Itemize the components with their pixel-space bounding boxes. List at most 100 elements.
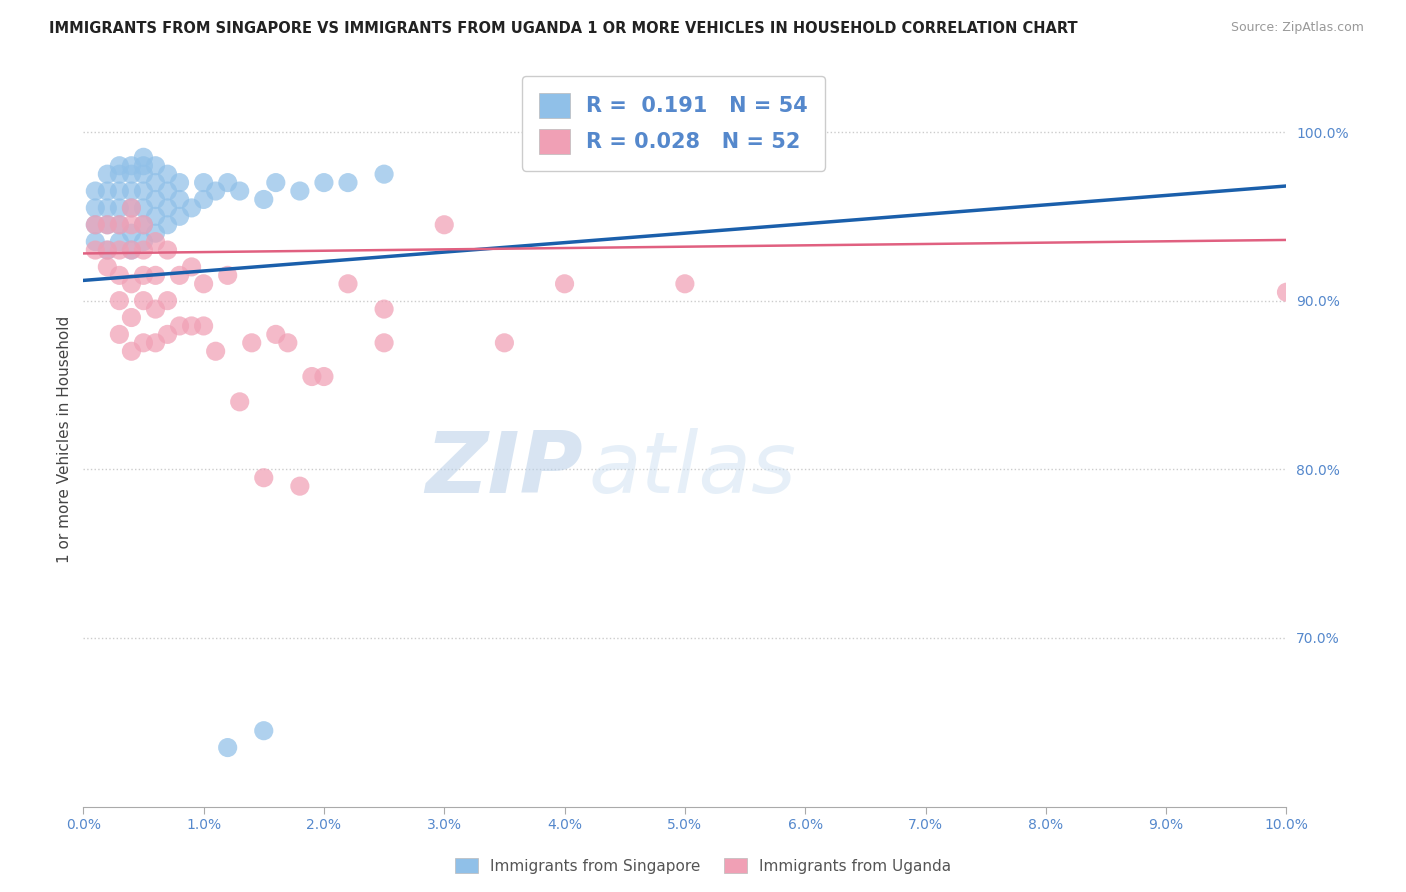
- Point: [373, 302, 395, 317]
- Point: [156, 167, 179, 181]
- Point: [169, 210, 191, 224]
- Point: [96, 184, 118, 198]
- Point: [169, 318, 191, 333]
- Point: [156, 243, 179, 257]
- Point: [108, 327, 131, 342]
- Point: [145, 302, 167, 317]
- Point: [337, 277, 360, 291]
- Point: [145, 235, 167, 249]
- Legend: R =  0.191   N = 54, R = 0.028   N = 52: R = 0.191 N = 54, R = 0.028 N = 52: [522, 76, 825, 170]
- Point: [204, 344, 226, 359]
- Point: [84, 184, 107, 198]
- Point: [156, 293, 179, 308]
- Point: [132, 218, 155, 232]
- Point: [494, 335, 516, 350]
- Point: [264, 176, 287, 190]
- Point: [228, 184, 250, 198]
- Point: [193, 318, 215, 333]
- Point: [217, 740, 239, 755]
- Point: [145, 268, 167, 283]
- Point: [193, 277, 215, 291]
- Point: [108, 218, 131, 232]
- Point: [180, 318, 202, 333]
- Point: [132, 268, 155, 283]
- Point: [156, 218, 179, 232]
- Point: [96, 218, 118, 232]
- Point: [288, 184, 311, 198]
- Point: [108, 159, 131, 173]
- Point: [108, 184, 131, 198]
- Point: [217, 268, 239, 283]
- Point: [132, 293, 155, 308]
- Point: [264, 327, 287, 342]
- Text: IMMIGRANTS FROM SINGAPORE VS IMMIGRANTS FROM UGANDA 1 OR MORE VEHICLES IN HOUSEH: IMMIGRANTS FROM SINGAPORE VS IMMIGRANTS …: [49, 21, 1078, 36]
- Point: [145, 226, 167, 240]
- Point: [120, 243, 142, 257]
- Point: [108, 218, 131, 232]
- Point: [108, 167, 131, 181]
- Point: [120, 243, 142, 257]
- Point: [96, 167, 118, 181]
- Point: [673, 277, 696, 291]
- Point: [253, 723, 276, 738]
- Point: [554, 277, 576, 291]
- Point: [169, 176, 191, 190]
- Point: [132, 167, 155, 181]
- Point: [108, 268, 131, 283]
- Point: [145, 176, 167, 190]
- Point: [277, 335, 299, 350]
- Point: [433, 218, 456, 232]
- Point: [108, 293, 131, 308]
- Point: [312, 369, 335, 384]
- Point: [253, 471, 276, 485]
- Point: [96, 201, 118, 215]
- Point: [240, 335, 263, 350]
- Point: [288, 479, 311, 493]
- Point: [108, 235, 131, 249]
- Point: [145, 159, 167, 173]
- Point: [132, 335, 155, 350]
- Point: [84, 201, 107, 215]
- Point: [120, 218, 142, 232]
- Point: [120, 201, 142, 215]
- Point: [108, 243, 131, 257]
- Point: [120, 159, 142, 173]
- Point: [132, 218, 155, 232]
- Point: [193, 193, 215, 207]
- Point: [108, 201, 131, 215]
- Point: [132, 150, 155, 164]
- Point: [120, 201, 142, 215]
- Point: [132, 184, 155, 198]
- Point: [169, 268, 191, 283]
- Point: [84, 218, 107, 232]
- Point: [156, 201, 179, 215]
- Point: [180, 260, 202, 274]
- Point: [253, 193, 276, 207]
- Point: [204, 184, 226, 198]
- Point: [193, 176, 215, 190]
- Point: [145, 335, 167, 350]
- Point: [84, 218, 107, 232]
- Point: [169, 193, 191, 207]
- Point: [84, 243, 107, 257]
- Point: [373, 335, 395, 350]
- Point: [132, 159, 155, 173]
- Point: [96, 260, 118, 274]
- Point: [132, 243, 155, 257]
- Point: [145, 193, 167, 207]
- Point: [217, 176, 239, 190]
- Y-axis label: 1 or more Vehicles in Household: 1 or more Vehicles in Household: [58, 316, 72, 564]
- Point: [1275, 285, 1298, 300]
- Point: [145, 210, 167, 224]
- Point: [301, 369, 323, 384]
- Point: [120, 310, 142, 325]
- Point: [120, 344, 142, 359]
- Point: [120, 184, 142, 198]
- Point: [96, 218, 118, 232]
- Text: atlas: atlas: [589, 427, 797, 510]
- Point: [84, 235, 107, 249]
- Point: [132, 201, 155, 215]
- Point: [373, 167, 395, 181]
- Point: [120, 167, 142, 181]
- Legend: Immigrants from Singapore, Immigrants from Uganda: Immigrants from Singapore, Immigrants fr…: [449, 852, 957, 880]
